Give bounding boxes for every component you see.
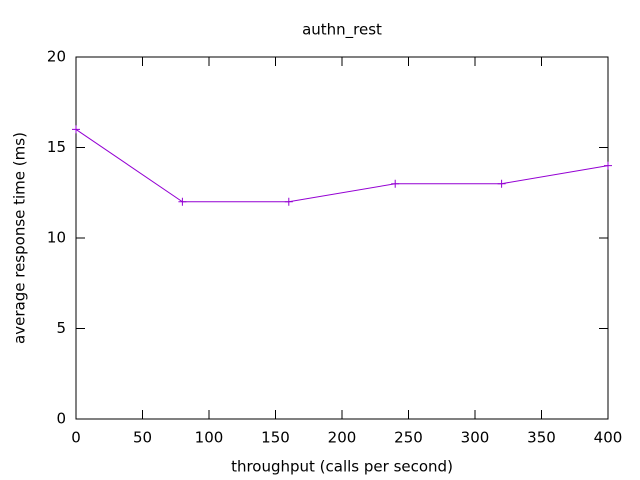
x-axis-label: throughput (calls per second) — [231, 458, 453, 476]
data-point — [391, 179, 400, 188]
x-tick-label: 0 — [71, 429, 81, 447]
x-tick-label: 100 — [195, 429, 224, 447]
plot-border — [75, 56, 609, 420]
x-tick-label: 300 — [461, 429, 490, 447]
data-point — [178, 197, 187, 206]
x-tick-label: 350 — [527, 429, 556, 447]
y-tick-label: 15 — [47, 138, 66, 156]
data-point — [497, 179, 506, 188]
y-tick-label: 5 — [56, 319, 66, 337]
y-tick-label: 0 — [56, 410, 66, 428]
x-tick-label: 150 — [261, 429, 290, 447]
data-line — [75, 128, 609, 203]
x-tick-label: 200 — [328, 429, 357, 447]
y-axis-label: average response time (ms) — [11, 132, 29, 344]
x-tick-label: 250 — [394, 429, 423, 447]
y-tick-label: 20 — [47, 48, 66, 66]
data-point — [604, 161, 612, 170]
x-tick-label: 400 — [594, 429, 623, 447]
data-point — [284, 197, 293, 206]
data-point — [72, 125, 80, 134]
chart-title: authn_rest — [302, 21, 382, 40]
y-tick-label: 10 — [47, 229, 66, 247]
x-tick-label: 50 — [133, 429, 152, 447]
